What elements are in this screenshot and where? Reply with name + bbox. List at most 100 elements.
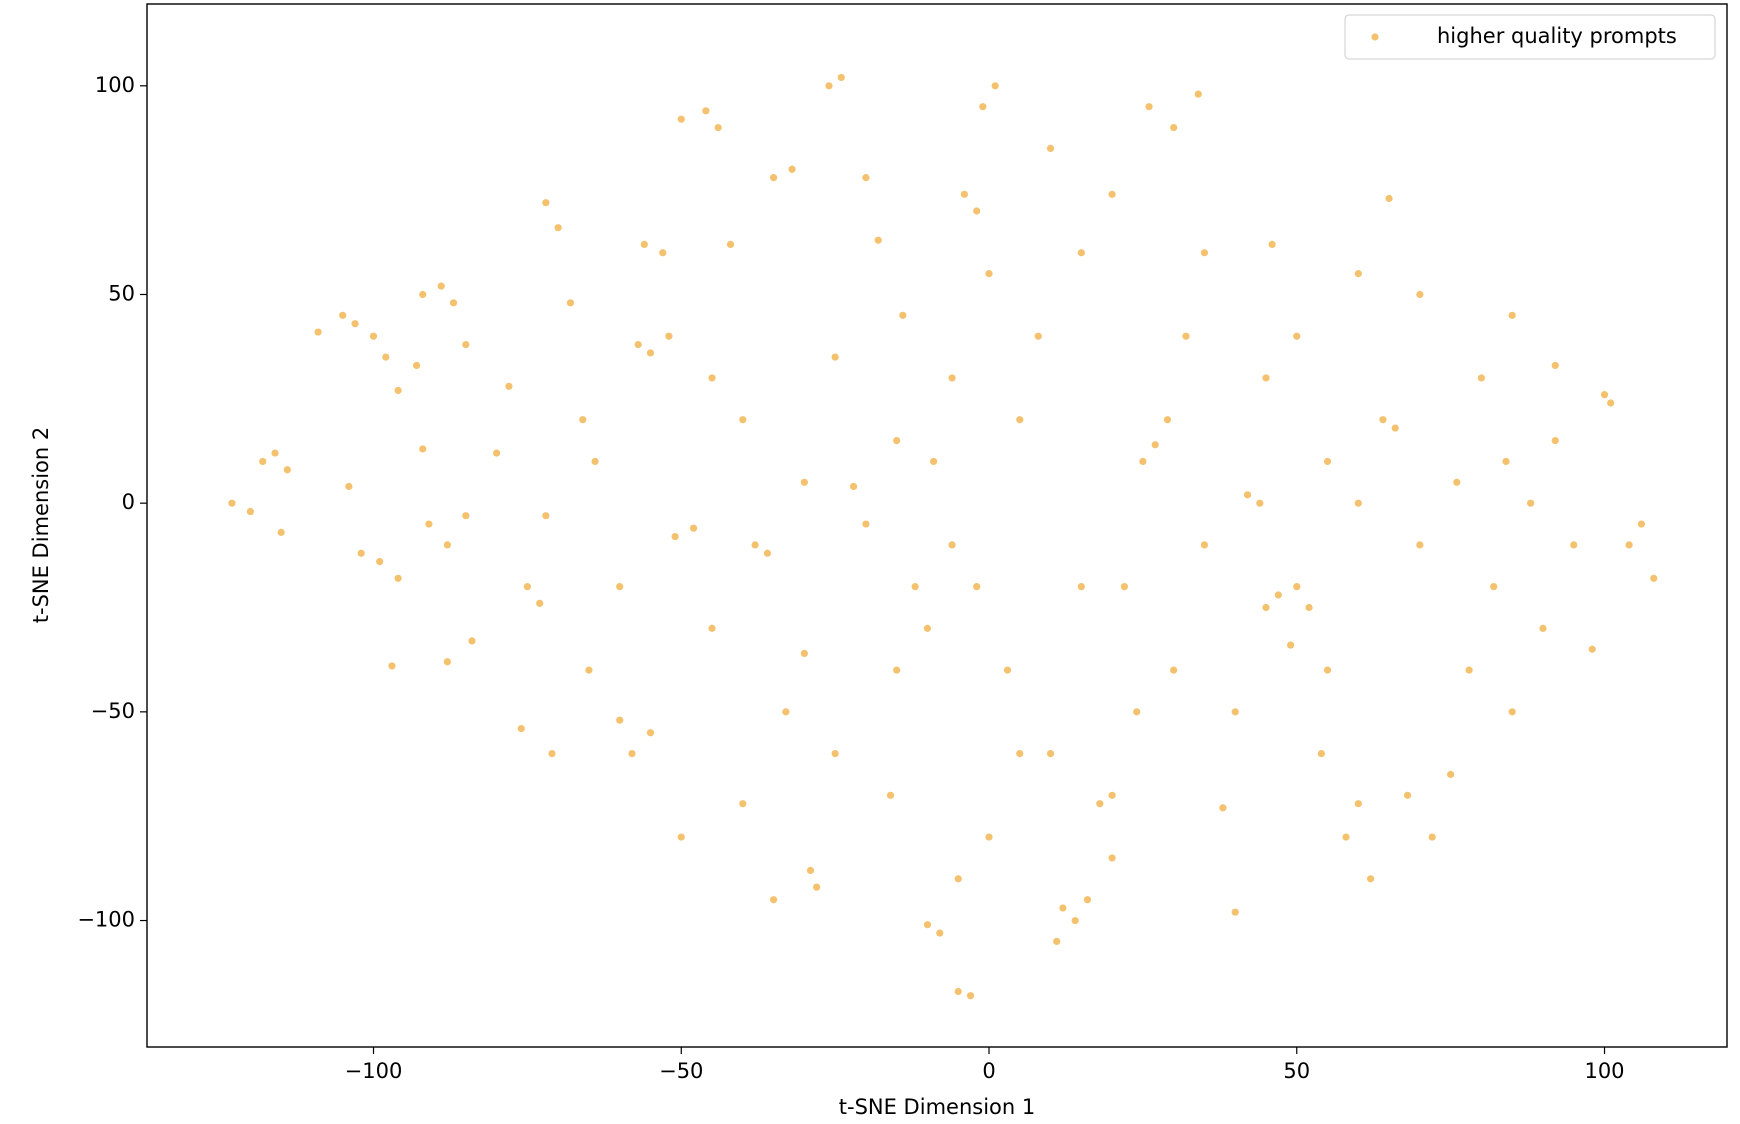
point [419, 290, 427, 299]
point [437, 282, 445, 290]
point [1194, 90, 1202, 98]
point [351, 320, 359, 328]
point [376, 558, 384, 566]
point [1607, 399, 1615, 407]
point [646, 729, 655, 737]
legend-box [1344, 14, 1716, 60]
point [948, 541, 956, 549]
point [837, 73, 845, 82]
point [1139, 457, 1147, 466]
point [357, 549, 365, 557]
point [246, 507, 255, 516]
point [462, 340, 470, 349]
y-tick-label: 100 [95, 73, 135, 97]
point [1342, 833, 1350, 841]
point [862, 520, 870, 528]
point [585, 666, 593, 674]
point [1053, 937, 1061, 946]
point [1034, 332, 1042, 340]
point [1003, 666, 1012, 674]
point [936, 929, 944, 937]
point [825, 82, 833, 90]
point [708, 374, 716, 382]
point [628, 749, 636, 758]
point [616, 583, 624, 591]
point [1650, 574, 1658, 582]
point [973, 207, 981, 215]
point [763, 549, 772, 557]
point [394, 574, 402, 582]
point [979, 103, 987, 111]
point [1551, 361, 1559, 370]
point [1637, 520, 1646, 528]
point [1262, 603, 1270, 612]
point [1588, 645, 1596, 653]
y-tick-label: −50 [91, 699, 135, 723]
point [1059, 904, 1067, 912]
point [542, 199, 550, 207]
point [985, 270, 993, 278]
point [1367, 875, 1375, 883]
point [1163, 416, 1172, 424]
point [1354, 800, 1362, 808]
point [640, 240, 648, 249]
point [954, 875, 962, 883]
point [1600, 391, 1609, 399]
point [1293, 332, 1301, 340]
point [831, 353, 839, 361]
point [800, 478, 808, 486]
point [419, 445, 427, 453]
point [369, 332, 378, 340]
point [806, 866, 815, 875]
point [345, 482, 353, 491]
point [1625, 541, 1633, 549]
point [930, 457, 938, 466]
point [665, 332, 673, 340]
point [782, 708, 790, 716]
point [954, 987, 962, 996]
point [425, 520, 433, 528]
point [1416, 290, 1424, 299]
point [739, 800, 747, 808]
point [271, 449, 279, 457]
point [1071, 916, 1079, 925]
point [659, 249, 667, 257]
point [726, 240, 735, 249]
point [388, 662, 396, 670]
point [1016, 416, 1024, 424]
point [708, 624, 716, 632]
plot-frame [146, 3, 1728, 1048]
point [1231, 908, 1239, 916]
point [800, 649, 808, 658]
point [1323, 457, 1332, 466]
point [468, 637, 476, 645]
point [1231, 708, 1239, 716]
point [960, 190, 968, 198]
y-tick-label: 0 [122, 490, 135, 514]
y-axis-label: t-SNE Dimension 2 [29, 427, 53, 623]
point [1170, 123, 1178, 132]
legend: higher quality prompts [1344, 14, 1716, 60]
point [1108, 854, 1116, 862]
point [899, 311, 907, 319]
point [677, 115, 685, 123]
point [449, 299, 458, 307]
point [1539, 624, 1547, 632]
point [228, 499, 236, 507]
x-tick-label: −100 [345, 1059, 403, 1083]
point [1490, 583, 1498, 591]
point [923, 624, 932, 632]
point [523, 583, 531, 591]
point [542, 512, 550, 520]
point [948, 374, 956, 382]
point [339, 311, 347, 319]
point [849, 482, 858, 491]
point [591, 457, 599, 466]
point [1243, 491, 1252, 499]
point [1145, 103, 1153, 111]
point [634, 340, 642, 349]
x-axis-label: t-SNE Dimension 1 [839, 1095, 1035, 1119]
point [1508, 708, 1516, 716]
point [1096, 800, 1104, 808]
point [1182, 332, 1190, 340]
